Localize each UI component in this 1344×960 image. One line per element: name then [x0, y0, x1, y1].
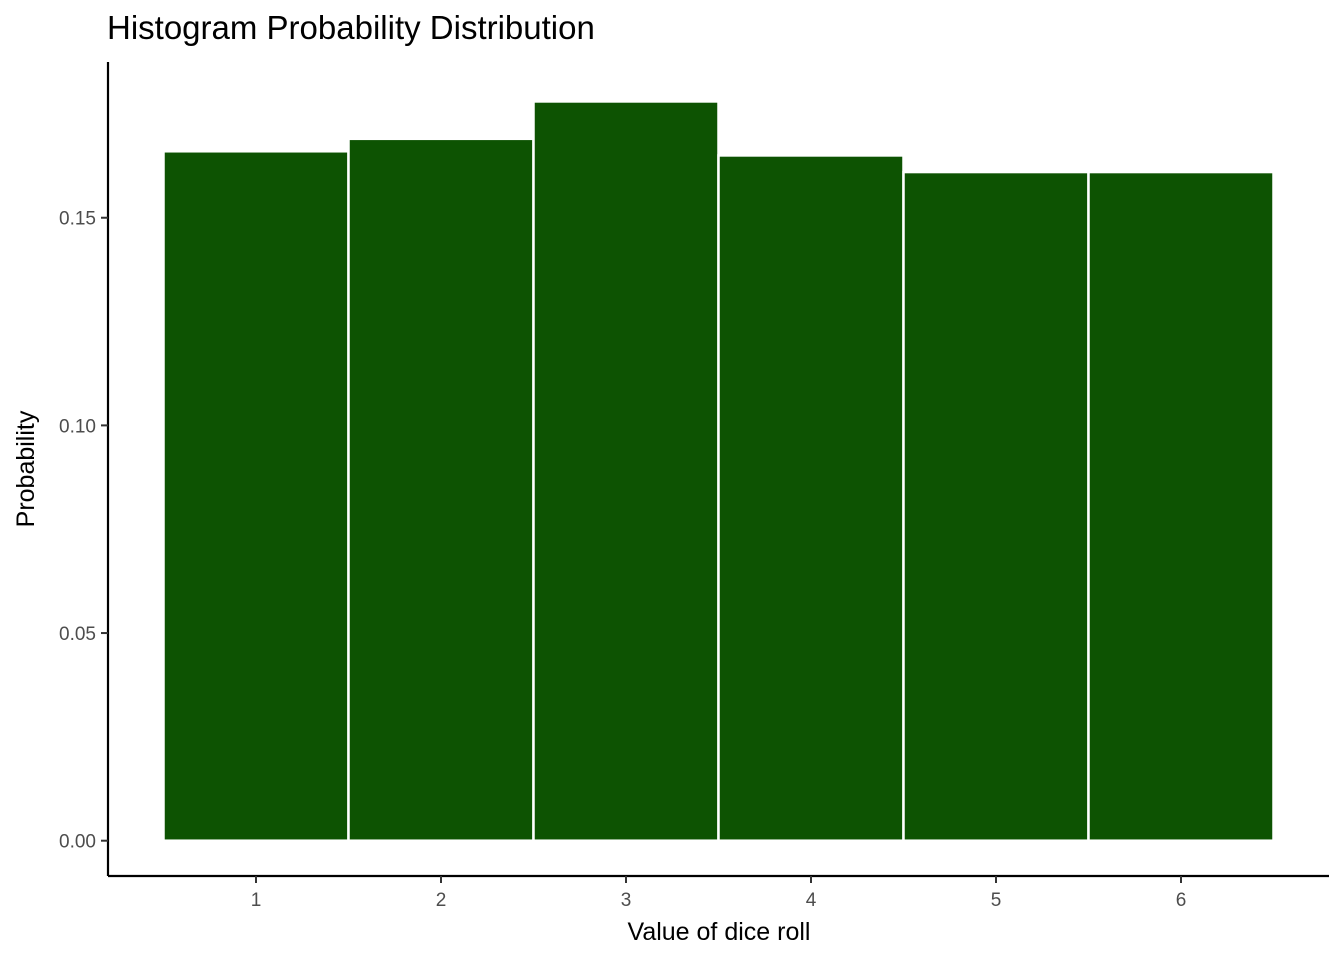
y-axis-ticks: 0.00 0.05 0.10 0.15: [59, 209, 108, 853]
y-tick-label: 0.00: [59, 832, 96, 853]
bar-1: [162, 150, 350, 842]
x-tick-label: 4: [806, 890, 817, 911]
bar-6: [1087, 170, 1275, 842]
bars-group: [162, 100, 1275, 842]
x-axis-ticks: 1 2 3 4 5 6: [251, 876, 1187, 911]
chart-title: Histogram Probability Distribution: [107, 9, 595, 46]
y-axis-title: Probability: [12, 410, 40, 527]
y-tick-label: 0.10: [59, 416, 96, 437]
bar-4: [717, 154, 905, 842]
x-tick-label: 5: [991, 890, 1002, 911]
x-tick-label: 2: [436, 890, 447, 911]
bar-5: [902, 170, 1090, 842]
x-axis-title: Value of dice roll: [628, 918, 811, 946]
x-tick-label: 3: [621, 890, 632, 911]
y-tick-label: 0.15: [59, 209, 96, 230]
x-tick-label: 6: [1176, 890, 1187, 911]
x-tick-label: 1: [251, 890, 262, 911]
y-tick-label: 0.05: [59, 624, 96, 645]
bar-3: [532, 100, 720, 842]
bar-2: [347, 137, 535, 842]
